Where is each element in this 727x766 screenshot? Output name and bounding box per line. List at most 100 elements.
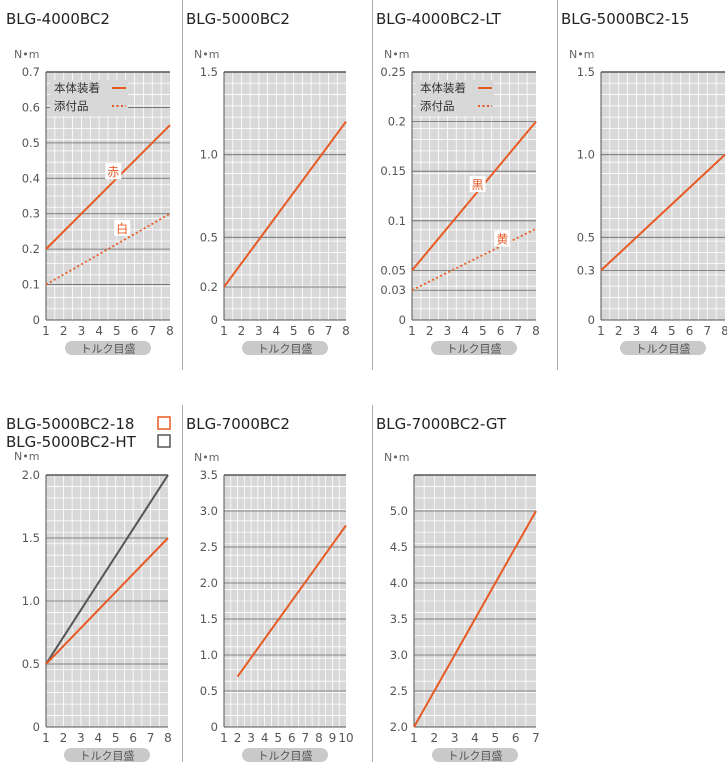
annotation-bg	[105, 163, 122, 180]
x-tick-label: 5	[290, 324, 298, 338]
legend-box	[157, 416, 171, 430]
y-tick-label: 0.03	[380, 283, 406, 297]
x-tick-label: 10	[338, 731, 353, 745]
y-tick-label: 0.5	[200, 230, 218, 244]
annotation-label: 白	[116, 221, 128, 236]
series-line	[223, 121, 347, 288]
chart-panel: BLG-7000BC2 N•m 0 0.5 1.0 1.5 2.0 2.5 3.0 3.5 1 2 3 4…	[180, 405, 370, 763]
chart-title: BLG-4000BC2-LT	[376, 10, 502, 28]
x-tick-label: 1	[220, 324, 228, 338]
x-tick-label: 2	[238, 324, 246, 338]
x-tick-label: 8	[166, 324, 174, 338]
x-tick-label: 3	[77, 731, 85, 745]
series-line	[600, 153, 726, 272]
panel-separator	[182, 405, 183, 762]
unit-label: N•m	[569, 48, 594, 61]
chart-title: BLG-5000BC2-18	[6, 415, 134, 433]
series-line	[413, 510, 537, 728]
unit-label: N•m	[194, 48, 219, 61]
series-line	[45, 474, 169, 665]
chart-title: BLG-5000BC2	[186, 10, 290, 28]
y-tick-label: 0	[33, 720, 40, 734]
x-tick-label: 3	[633, 324, 641, 338]
y-tick-label: 0	[211, 313, 218, 327]
x-axis-pill	[431, 341, 517, 355]
legend-bg	[416, 80, 494, 116]
y-tick-label: 5.0	[390, 504, 408, 518]
y-tick-label: 2.0	[390, 720, 408, 734]
x-tick-label: 7	[514, 324, 522, 338]
chart-panel: BLG-7000BC2-GT N•m 2.0 2.5 3.0 3.5 4.0 4.5 5.0 1 2…	[370, 405, 555, 763]
x-tick-label: 8	[721, 324, 727, 338]
series-line	[45, 537, 169, 665]
x-tick-label: 5	[479, 324, 487, 338]
x-tick-label: 1	[42, 324, 50, 338]
x-tick-label: 7	[325, 324, 333, 338]
x-tick-label: 9	[329, 731, 337, 745]
y-tick-label: 2.0	[200, 576, 218, 590]
y-tick-label: 1.0	[200, 148, 218, 162]
series-line	[236, 524, 347, 678]
x-tick-label: 4	[94, 731, 102, 745]
x-tick-label: 5	[274, 731, 282, 745]
x-axis-pill	[432, 748, 518, 762]
x-tick-label: 3	[451, 731, 459, 745]
y-tick-label: 0.1	[388, 214, 406, 228]
chart-title: BLG-5000BC2-HT	[6, 433, 137, 451]
y-tick-label: 0.3	[22, 207, 40, 221]
chart-panel: BLG-4000BC2-LT N•m 0 0.03 0.05 0.1 0.15 0.2 0.25…	[370, 0, 555, 370]
y-tick-label: 0.5	[577, 230, 595, 244]
legend-label: 本体装着	[54, 81, 100, 95]
x-tick-label: 8	[164, 731, 172, 745]
x-tick-label: 4	[272, 324, 280, 338]
chart-panel: BLG-4000BC2 N•m 0 0.1 0.2 0.3 0.4 0.5 0.6 0.7 1 2 3 4…	[0, 0, 180, 370]
x-tick-label: 5	[492, 731, 500, 745]
panel-separator	[372, 0, 373, 370]
y-tick-label: 0	[33, 313, 40, 327]
legend-box	[157, 434, 171, 448]
x-tick-label: 3	[444, 324, 452, 338]
y-tick-label: 0.5	[22, 136, 40, 150]
x-tick-label: 1	[410, 731, 418, 745]
x-tick-label: 7	[302, 731, 310, 745]
x-tick-label: 2	[60, 731, 68, 745]
y-tick-label: 3.5	[200, 468, 218, 482]
panel-separator	[182, 0, 183, 370]
x-tick-label: 7	[703, 324, 711, 338]
x-axis-label: トルク目盛	[448, 749, 503, 763]
chart-svg: BLG-4000BC2-LT N•m 0 0.03 0.05 0.1 0.15 0.2 0.25…	[376, 10, 540, 356]
y-tick-label: 3.0	[200, 504, 218, 518]
legend-label: 添付品	[54, 99, 89, 113]
x-tick-label: 6	[686, 324, 694, 338]
chart-title: BLG-5000BC2-15	[561, 10, 689, 28]
x-tick-label: 6	[497, 324, 505, 338]
panel-separator	[372, 405, 373, 762]
unit-label: N•m	[384, 48, 409, 61]
chart-title: BLG-7000BC2	[186, 415, 290, 433]
x-axis-pill	[65, 341, 151, 355]
x-tick-label: 2	[60, 324, 68, 338]
y-tick-label: 1.5	[200, 612, 218, 626]
annotation-label: 赤	[107, 165, 119, 179]
x-axis-pill	[620, 341, 706, 355]
series-line	[45, 124, 171, 250]
y-tick-label: 0.6	[22, 100, 40, 114]
x-axis-pill	[242, 341, 328, 355]
annotation-label: 黄	[496, 233, 508, 247]
y-tick-label: 2.5	[390, 684, 408, 698]
y-tick-label: 1.0	[22, 594, 40, 608]
x-tick-label: 4	[471, 731, 479, 745]
x-tick-label: 4	[261, 731, 269, 745]
x-tick-label: 4	[650, 324, 658, 338]
y-tick-label: 1.5	[22, 531, 40, 545]
panel-separator	[557, 0, 558, 370]
x-tick-label: 6	[129, 731, 137, 745]
y-tick-label: 1.0	[577, 148, 595, 162]
unit-label: N•m	[14, 48, 39, 61]
y-tick-label: 2.5	[200, 540, 218, 554]
x-tick-label: 6	[288, 731, 296, 745]
x-axis-label: トルク目盛	[447, 342, 502, 356]
x-tick-label: 7	[532, 731, 540, 745]
chart-panel: BLG-5000BC2 N•m 0 0.2 0.5 1.0 1.5 1 2 3 4 5 6 7 8 トルク目盛	[180, 0, 370, 370]
x-axis-label: トルク目盛	[80, 749, 135, 763]
